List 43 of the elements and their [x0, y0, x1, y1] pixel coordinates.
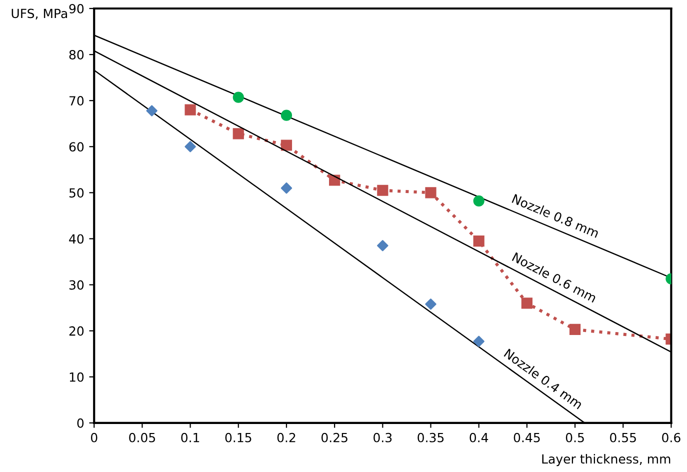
- x-axis-title: Layer thickness, mm: [542, 454, 670, 466]
- x-tick-label: 0.6: [662, 432, 680, 442]
- y-tick-label: 90: [69, 4, 84, 14]
- y-tick-label: 60: [69, 142, 84, 152]
- x-tick-label: 0.55: [610, 432, 636, 442]
- x-tick-label: 0.1: [181, 432, 200, 442]
- point: [425, 298, 436, 310]
- x-tick-label: 0.5: [566, 432, 584, 442]
- y-tick-label: 80: [69, 50, 84, 60]
- point: [232, 128, 244, 140]
- point: [377, 184, 388, 196]
- point: [425, 187, 436, 198]
- x-tick-label: 0.25: [321, 432, 348, 442]
- point: [329, 174, 340, 186]
- point: [280, 182, 292, 194]
- point: [280, 110, 292, 121]
- point: [473, 336, 484, 348]
- x-tick-label: 0.05: [129, 432, 156, 442]
- point: [377, 240, 388, 252]
- point: [473, 195, 484, 207]
- x-tick-label: 0.35: [418, 432, 444, 442]
- y-axis-title: UFS, MPa: [12, 8, 68, 20]
- point: [280, 140, 292, 151]
- y-tick-label: 10: [70, 372, 84, 382]
- point: [184, 104, 196, 116]
- y-tick-label: 0: [77, 418, 84, 428]
- y-tick-label: 70: [70, 96, 84, 106]
- y-tick-label: 50: [69, 188, 84, 198]
- x-tick-label: 0.15: [225, 432, 252, 442]
- point: [146, 105, 158, 116]
- x-tick-label: 0.4: [470, 432, 488, 442]
- x-tick-label: 0.45: [514, 432, 540, 442]
- point: [232, 92, 244, 103]
- y-tick-label: 40: [69, 234, 84, 244]
- x-tick-label: 0: [90, 432, 98, 442]
- x-tick-label: 0.3: [374, 432, 392, 442]
- point: [184, 141, 196, 152]
- point: [521, 298, 532, 309]
- point: [473, 235, 484, 247]
- y-tick-label: 20: [69, 326, 84, 336]
- point: [569, 324, 581, 335]
- y-tick-label: 30: [69, 280, 84, 290]
- x-tick-label: 0.2: [277, 432, 296, 442]
